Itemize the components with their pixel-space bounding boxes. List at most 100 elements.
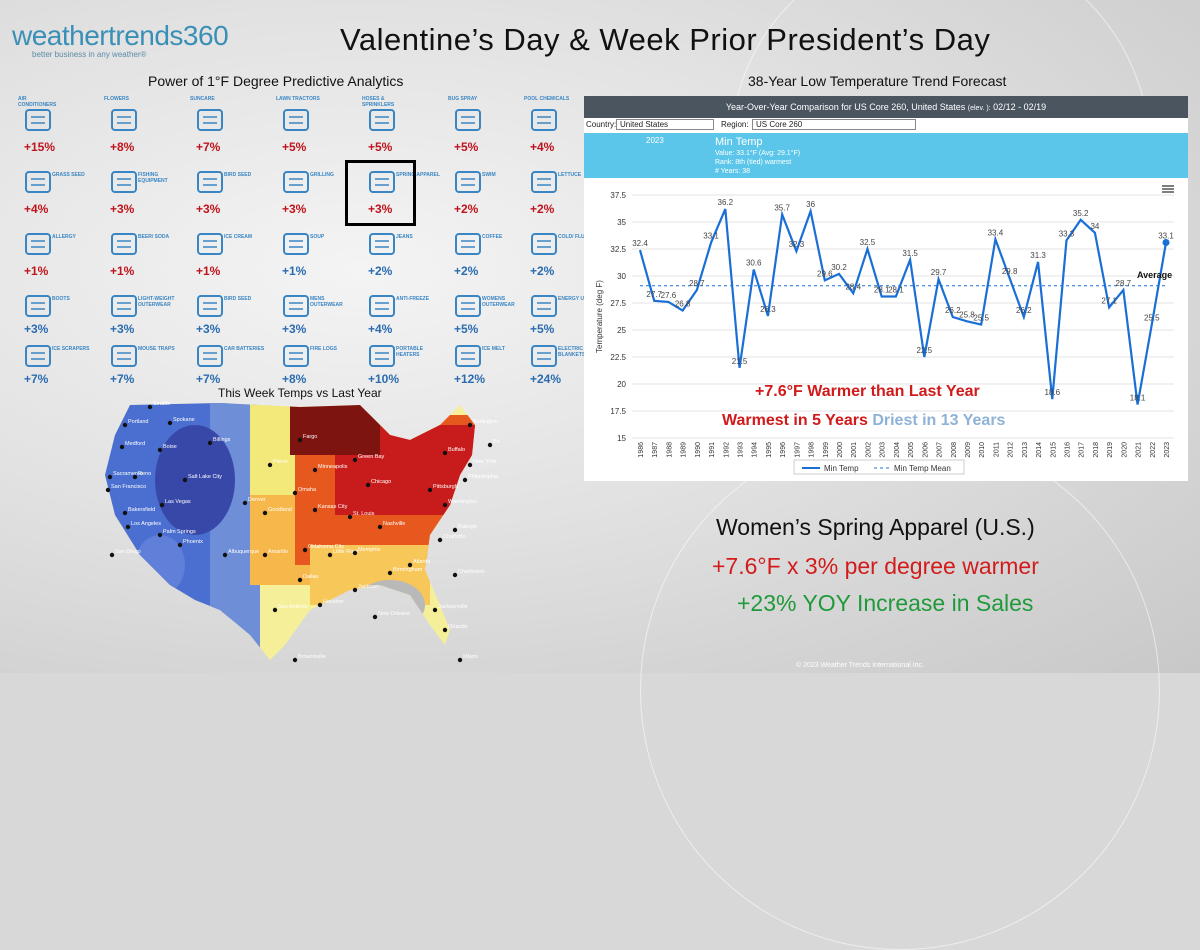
bird-seed-icon <box>197 295 223 317</box>
category-percent: +5% <box>530 322 555 336</box>
category-percent: +7% <box>24 372 49 386</box>
x-tick-label: 1988 <box>666 442 673 458</box>
category-label: SPRING APPAREL <box>396 172 440 178</box>
category-cell: ALLERGY +1% <box>14 220 94 278</box>
city-label: Albuquerque <box>228 549 259 555</box>
category-label: FLOWERS <box>104 96 129 102</box>
city-dot <box>119 444 125 450</box>
category-percent: +15% <box>24 140 56 154</box>
data-label: 26.3 <box>760 305 776 314</box>
category-percent: +7% <box>196 372 221 386</box>
x-tick-label: 1996 <box>780 442 787 458</box>
category-cell: BIRD SEED +3% <box>186 282 266 336</box>
x-tick-label: 2018 <box>1093 442 1100 458</box>
x-tick-label: 2003 <box>880 442 887 458</box>
category-cell: ENERGY USAGE +5% <box>520 282 600 336</box>
coffee-icon <box>455 233 481 255</box>
data-label: 26.2 <box>1016 306 1032 315</box>
category-label: BIRD SEED <box>224 296 252 302</box>
x-tick-label: 2009 <box>965 442 972 458</box>
city-label: Los Angeles <box>131 521 161 527</box>
car-battery-icon <box>197 345 223 367</box>
city-label: Houston <box>323 599 344 605</box>
data-label: 18.1 <box>1130 394 1146 403</box>
last-point <box>1162 239 1170 247</box>
city-label: Orlando <box>448 624 468 630</box>
city-label: St. Louis <box>353 511 375 517</box>
city-label: Pierre <box>273 459 288 465</box>
lawn-tractor-icon <box>283 109 309 131</box>
category-percent: +12% <box>454 372 486 386</box>
data-label: 33.4 <box>988 228 1004 237</box>
y-tick-label: 32.5 <box>610 245 626 254</box>
city-dot <box>352 587 358 593</box>
category-cell: COLD/ FLU +2% <box>520 220 600 278</box>
x-tick-label: 2019 <box>1107 442 1114 458</box>
x-tick-label: 1989 <box>681 442 688 458</box>
data-label: 28.1 <box>888 286 904 295</box>
city-dot <box>109 552 115 558</box>
grill-icon <box>283 171 309 193</box>
summary-result: +23% YOY Increase in Sales <box>737 590 1034 616</box>
category-label: MENS OUTERWEAR <box>310 296 343 308</box>
data-label: 22.5 <box>917 346 933 355</box>
category-percent: +5% <box>282 140 307 154</box>
city-dot <box>312 507 318 513</box>
country-select[interactable]: United States <box>616 119 714 130</box>
data-label: 35.7 <box>774 203 790 212</box>
x-tick-label: 2022 <box>1150 442 1157 458</box>
category-cell: GRASS SEED +4% <box>14 158 94 216</box>
category-label: COLD/ FLU <box>558 234 585 240</box>
city-dot <box>407 562 413 568</box>
city-label: Denver <box>248 497 266 503</box>
category-cell: BIRD SEED +3% <box>186 158 266 216</box>
left-subtitle: Power of 1°F Degree Predictive Analytics <box>148 73 404 89</box>
city-dot <box>125 524 131 530</box>
city-dot <box>432 607 438 613</box>
logo-tagline: better business in any weather® <box>32 50 147 59</box>
city-label: New York <box>473 459 496 465</box>
category-cell: BOOTS +3% <box>14 282 94 336</box>
category-cell: HOSES & SPRINKLERS +5% <box>358 96 438 154</box>
city-label: Salt Lake City <box>188 474 222 480</box>
data-label: 28.4 <box>845 282 861 291</box>
data-label: 32.3 <box>789 240 805 249</box>
category-label: HOSES & SPRINKLERS <box>362 96 395 108</box>
category-label: FIRE LOGS <box>310 346 337 352</box>
chart-header-elev: (elev. ): <box>967 105 991 112</box>
x-tick-label: 1997 <box>794 442 801 458</box>
city-label: Billings <box>213 437 231 443</box>
summary-title: Women’s Spring Apparel (U.S.) <box>716 514 1035 540</box>
data-label: 33.1 <box>1158 232 1174 241</box>
category-cell: ELECTRIC BLANKETS +24% <box>520 332 600 386</box>
data-label: 29.8 <box>1002 267 1018 276</box>
category-label: JEANS <box>396 234 413 240</box>
country-label: Country: <box>586 120 617 129</box>
city-dot <box>442 502 448 508</box>
apparel-icon <box>369 171 395 193</box>
category-label: BUG SPRAY <box>448 96 478 102</box>
city-label: Minneapolis <box>318 464 348 470</box>
swimsuit-icon <box>455 171 481 193</box>
sprinkler-icon <box>369 109 395 131</box>
right-subtitle: 38-Year Low Temperature Trend Forecast <box>748 73 1007 89</box>
category-percent: +2% <box>530 264 555 278</box>
x-tick-label: 2011 <box>993 442 1000 457</box>
city-dot <box>442 450 448 456</box>
category-label: SUNCARE <box>190 96 215 102</box>
category-label: FISHING EQUIPMENT <box>138 172 168 184</box>
y-tick-label: 30 <box>617 272 626 281</box>
city-dot <box>157 532 163 538</box>
x-tick-label: 2014 <box>1036 442 1043 458</box>
city-dot <box>452 572 458 578</box>
y-tick-label: 22.5 <box>610 353 626 362</box>
city-label: Sacramento <box>113 471 143 477</box>
data-label: 28.1 <box>874 286 890 295</box>
category-label: ENERGY USAGE <box>558 296 599 302</box>
light-outerwear-icon <box>111 295 137 317</box>
x-tick-label: 1995 <box>766 442 773 458</box>
region-select[interactable]: US Core 260 <box>752 119 916 130</box>
city-dot <box>157 447 163 453</box>
city-dot <box>462 477 468 483</box>
category-percent: +3% <box>282 202 307 216</box>
